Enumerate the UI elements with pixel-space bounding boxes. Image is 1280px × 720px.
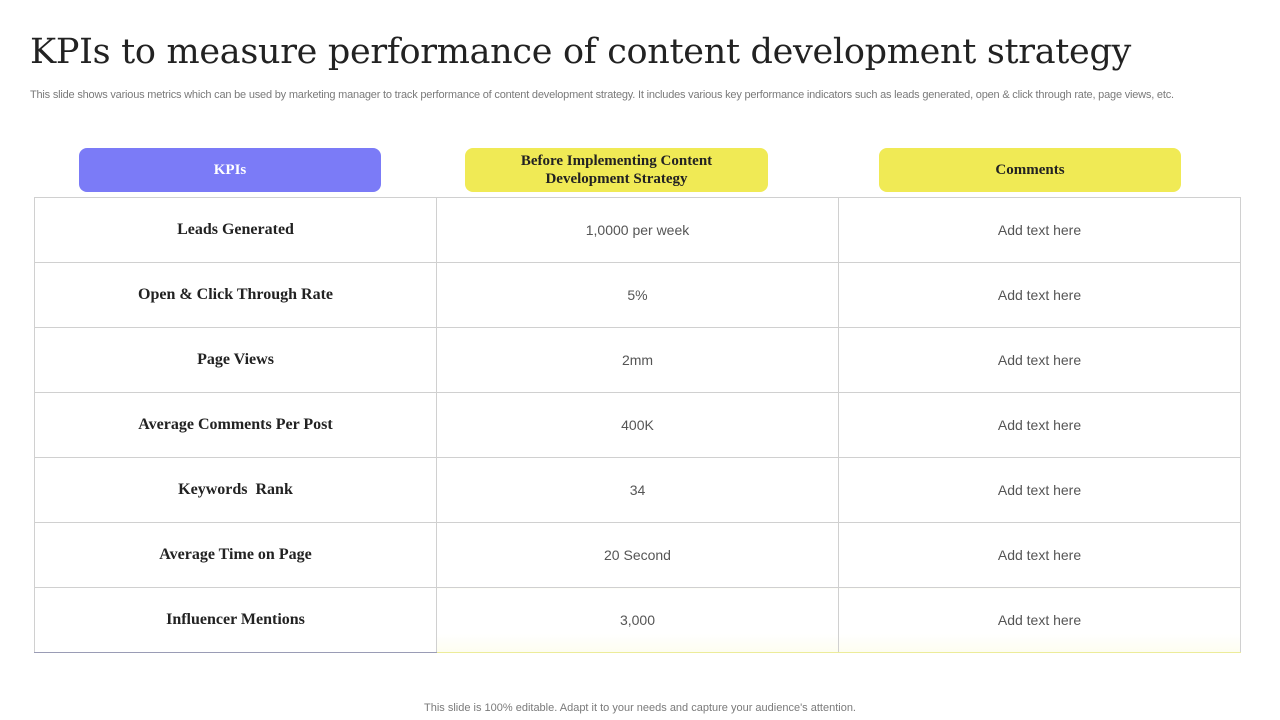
table-row: Open & Click Through Rate 5% Add text he… xyxy=(34,262,1241,328)
comment-cell: Add text here xyxy=(838,457,1241,523)
comments-column-header: Comments xyxy=(879,148,1181,192)
kpi-cell: Open & Click Through Rate xyxy=(34,262,437,328)
kpis-header-label: KPIs xyxy=(213,162,247,178)
table-row: Average Comments Per Post 400K Add text … xyxy=(34,392,1241,458)
table-row: Influencer Mentions 3,000 Add text here xyxy=(34,587,1241,653)
comment-cell: Add text here xyxy=(838,522,1241,588)
value-cell: 2mm xyxy=(436,327,839,393)
kpi-cell: Influencer Mentions xyxy=(34,587,437,653)
table-row: Leads Generated 1,0000 per week Add text… xyxy=(34,197,1241,263)
value-cell: 3,000 xyxy=(436,587,839,653)
comment-cell: Add text here xyxy=(838,587,1241,653)
table-row: Keywords Rank 34 Add text here xyxy=(34,457,1241,523)
comment-cell: Add text here xyxy=(838,262,1241,328)
comment-cell: Add text here xyxy=(838,327,1241,393)
value-cell: 400K xyxy=(436,392,839,458)
table-row: Average Time on Page 20 Second Add text … xyxy=(34,522,1241,588)
slide-title: KPIs to measure performance of content d… xyxy=(30,32,1132,72)
value-cell: 20 Second xyxy=(436,522,839,588)
kpi-cell: Keywords Rank xyxy=(34,457,437,523)
kpis-column-header: KPIs xyxy=(79,148,381,192)
value-cell: 34 xyxy=(436,457,839,523)
table-row: Page Views 2mm Add text here xyxy=(34,327,1241,393)
comment-cell: Add text here xyxy=(838,392,1241,458)
kpi-cell: Average Comments Per Post xyxy=(34,392,437,458)
kpi-cell: Leads Generated xyxy=(34,197,437,263)
kpi-cell: Average Time on Page xyxy=(34,522,437,588)
before-strategy-header-label: Before Implementing Content Development … xyxy=(520,153,713,187)
slide-footer-note: This slide is 100% editable. Adapt it to… xyxy=(424,702,856,714)
value-cell: 5% xyxy=(436,262,839,328)
kpi-table: Leads Generated 1,0000 per week Add text… xyxy=(34,197,1241,653)
before-strategy-column-header: Before Implementing Content Development … xyxy=(465,148,768,192)
comments-header-label: Comments xyxy=(995,162,1065,178)
comment-cell: Add text here xyxy=(838,197,1241,263)
value-cell: 1,0000 per week xyxy=(436,197,839,263)
slide-subtitle: This slide shows various metrics which c… xyxy=(30,89,1174,101)
kpi-cell: Page Views xyxy=(34,327,437,393)
